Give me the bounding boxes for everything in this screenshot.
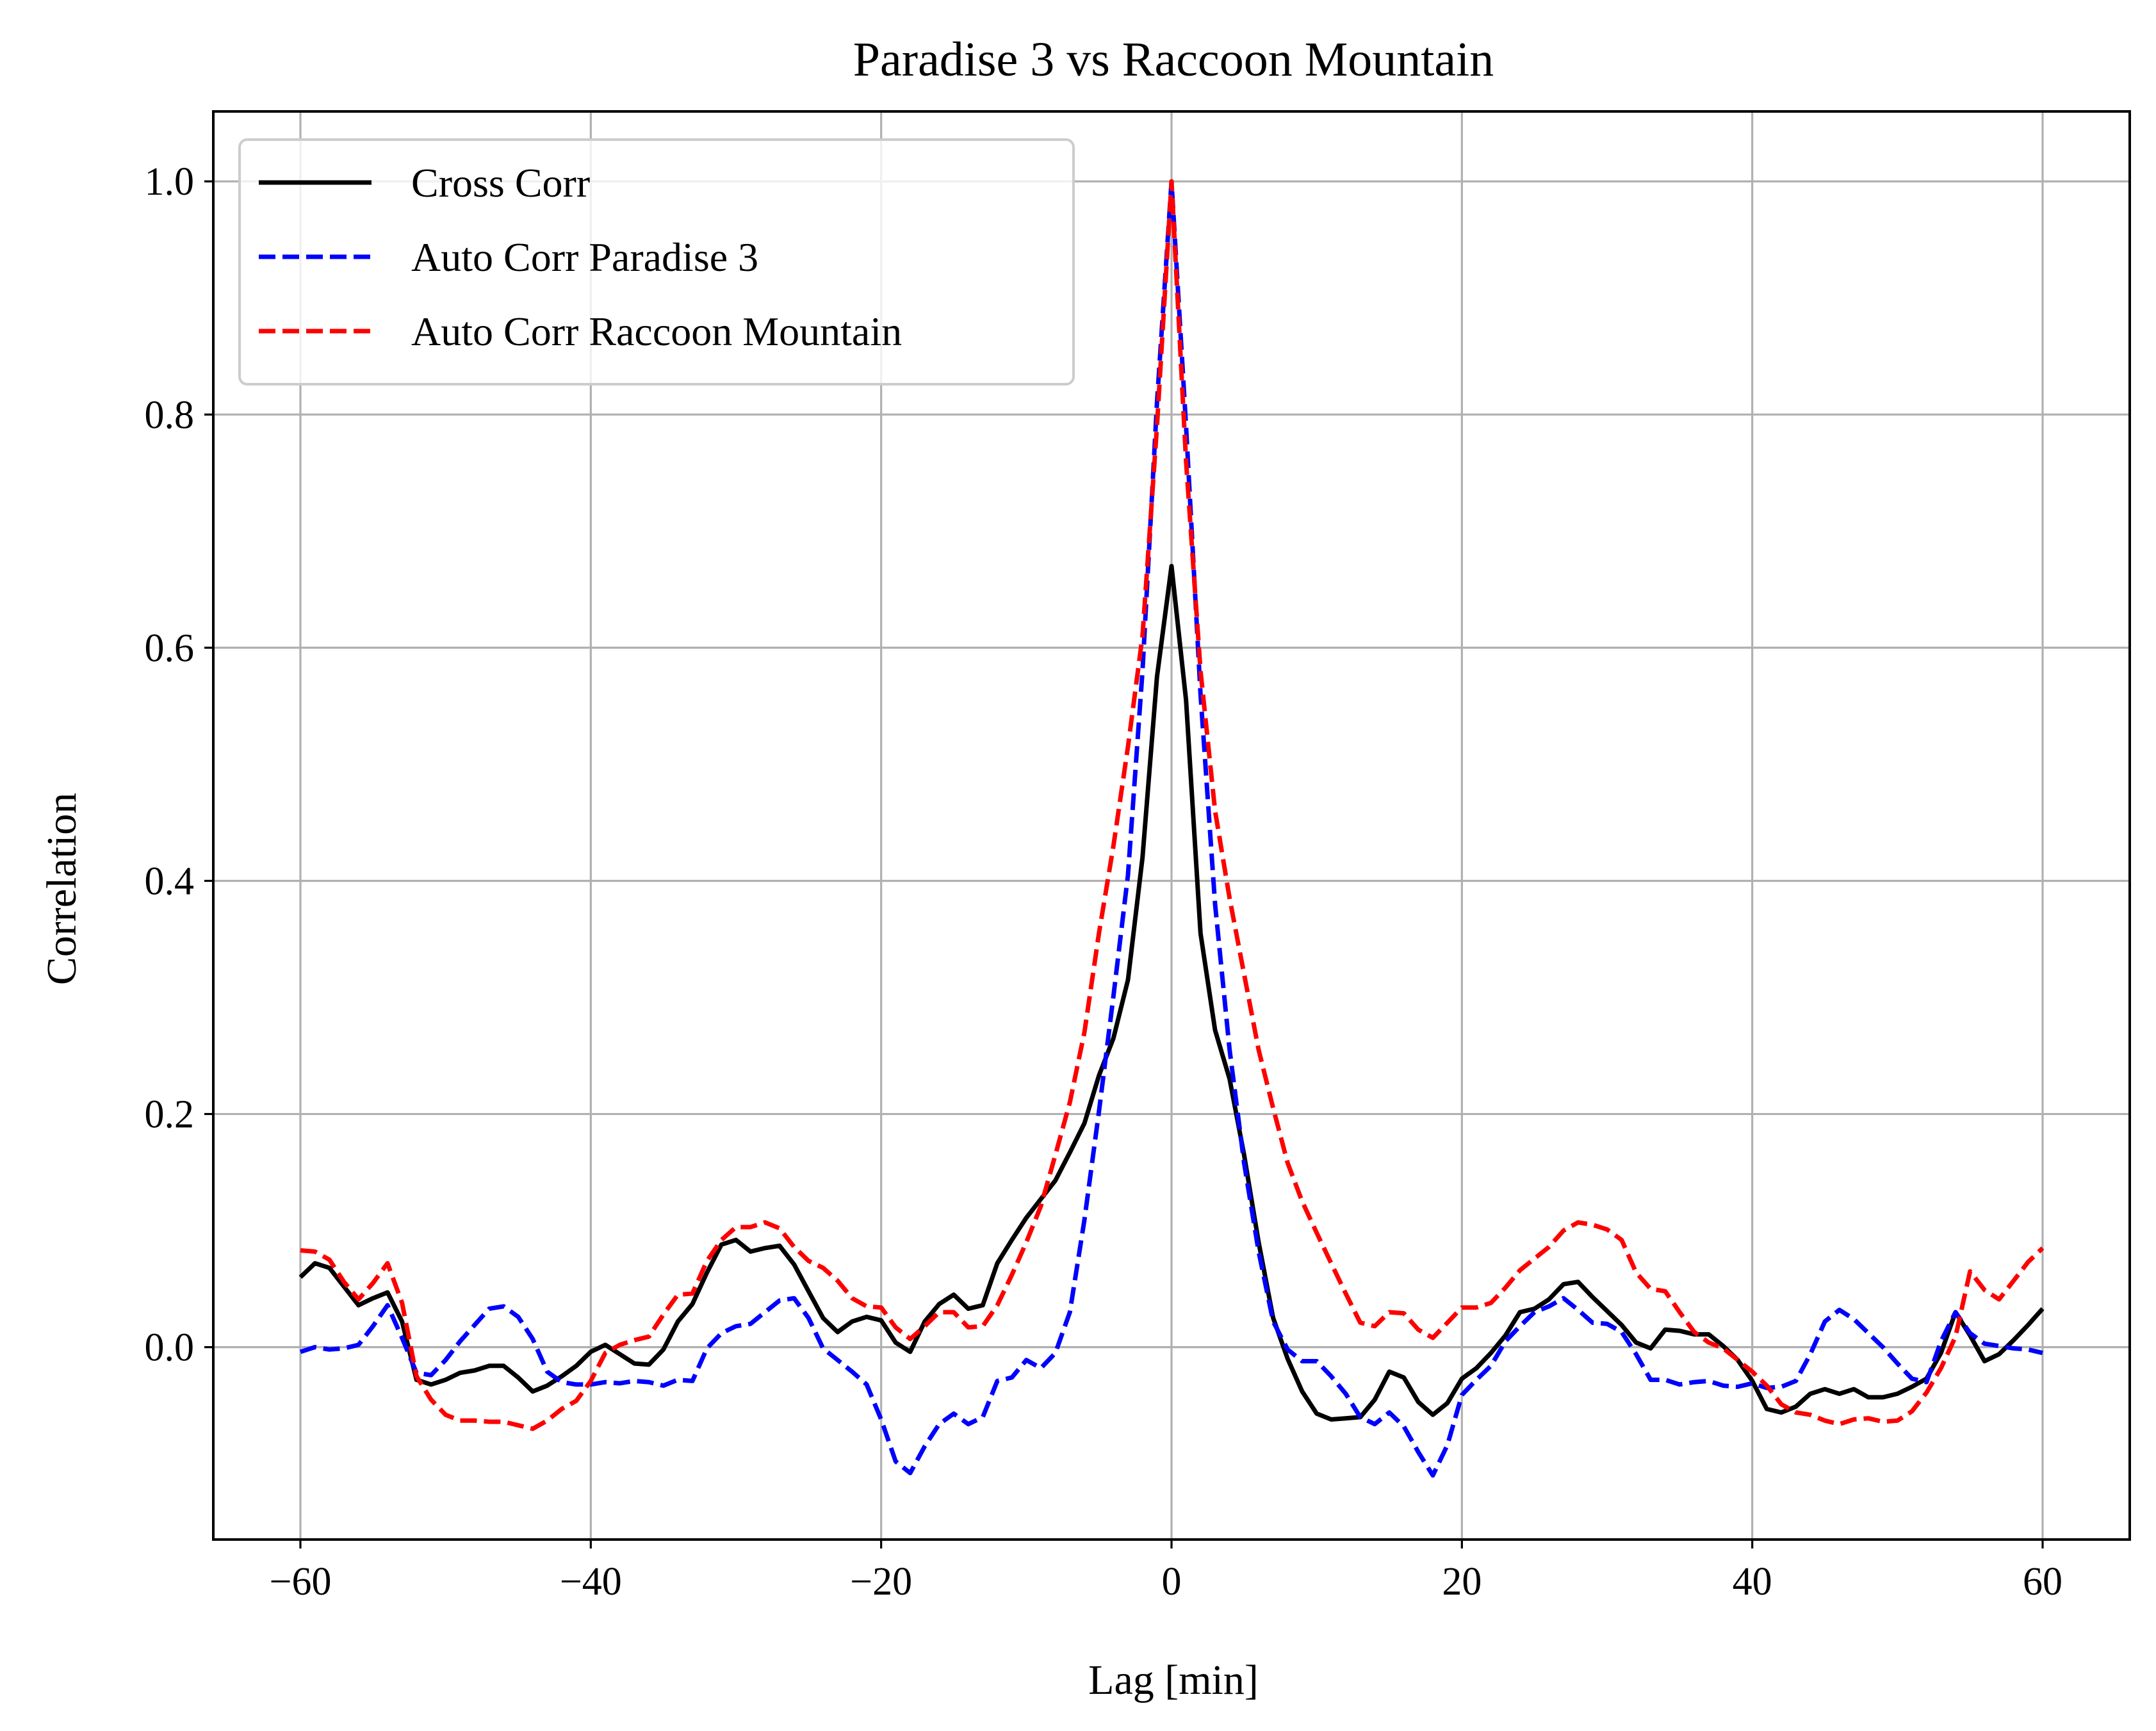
x-tick-label: −20 bbox=[850, 1560, 912, 1604]
y-tick-label: 0.6 bbox=[145, 626, 195, 670]
legend-box bbox=[238, 138, 1075, 386]
x-axis-label: Lag [min] bbox=[1088, 1657, 1259, 1703]
x-tick-label: 60 bbox=[2023, 1560, 2062, 1604]
y-tick-label: 0.0 bbox=[145, 1326, 195, 1370]
series-line-0 bbox=[298, 564, 2045, 1422]
y-axis-label: Correlation bbox=[38, 793, 85, 986]
x-tick-label: −40 bbox=[560, 1560, 622, 1604]
x-tick-label: 0 bbox=[1162, 1560, 1182, 1604]
tick-layer: −60 −40 −20 0 20 40 60 0.0 0.2 0.4 0.6 0.8 1.0 bbox=[145, 160, 2063, 1604]
y-tick-label: 1.0 bbox=[145, 160, 195, 204]
legend-label-0: Cross Corr bbox=[411, 160, 590, 206]
series-line-2 bbox=[300, 179, 2045, 1431]
x-tick-label: 20 bbox=[1442, 1560, 1482, 1604]
legend-label-2: Auto Corr Raccoon Mountain bbox=[411, 309, 902, 354]
legend-label-1: Auto Corr Paradise 3 bbox=[411, 234, 758, 280]
y-tick-label: 0.2 bbox=[145, 1093, 195, 1137]
legend: Cross Corr Auto Corr Paradise 3 Auto Corr … bbox=[238, 138, 1075, 386]
y-tick-label: 0.4 bbox=[145, 859, 195, 903]
y-tick-label: 0.8 bbox=[145, 393, 195, 437]
chart-title: Paradise 3 vs Raccoon Mountain bbox=[853, 33, 1494, 86]
series-layer bbox=[298, 179, 2045, 1478]
x-tick-label: 40 bbox=[1733, 1560, 1772, 1604]
x-tick-label: −60 bbox=[270, 1560, 332, 1604]
